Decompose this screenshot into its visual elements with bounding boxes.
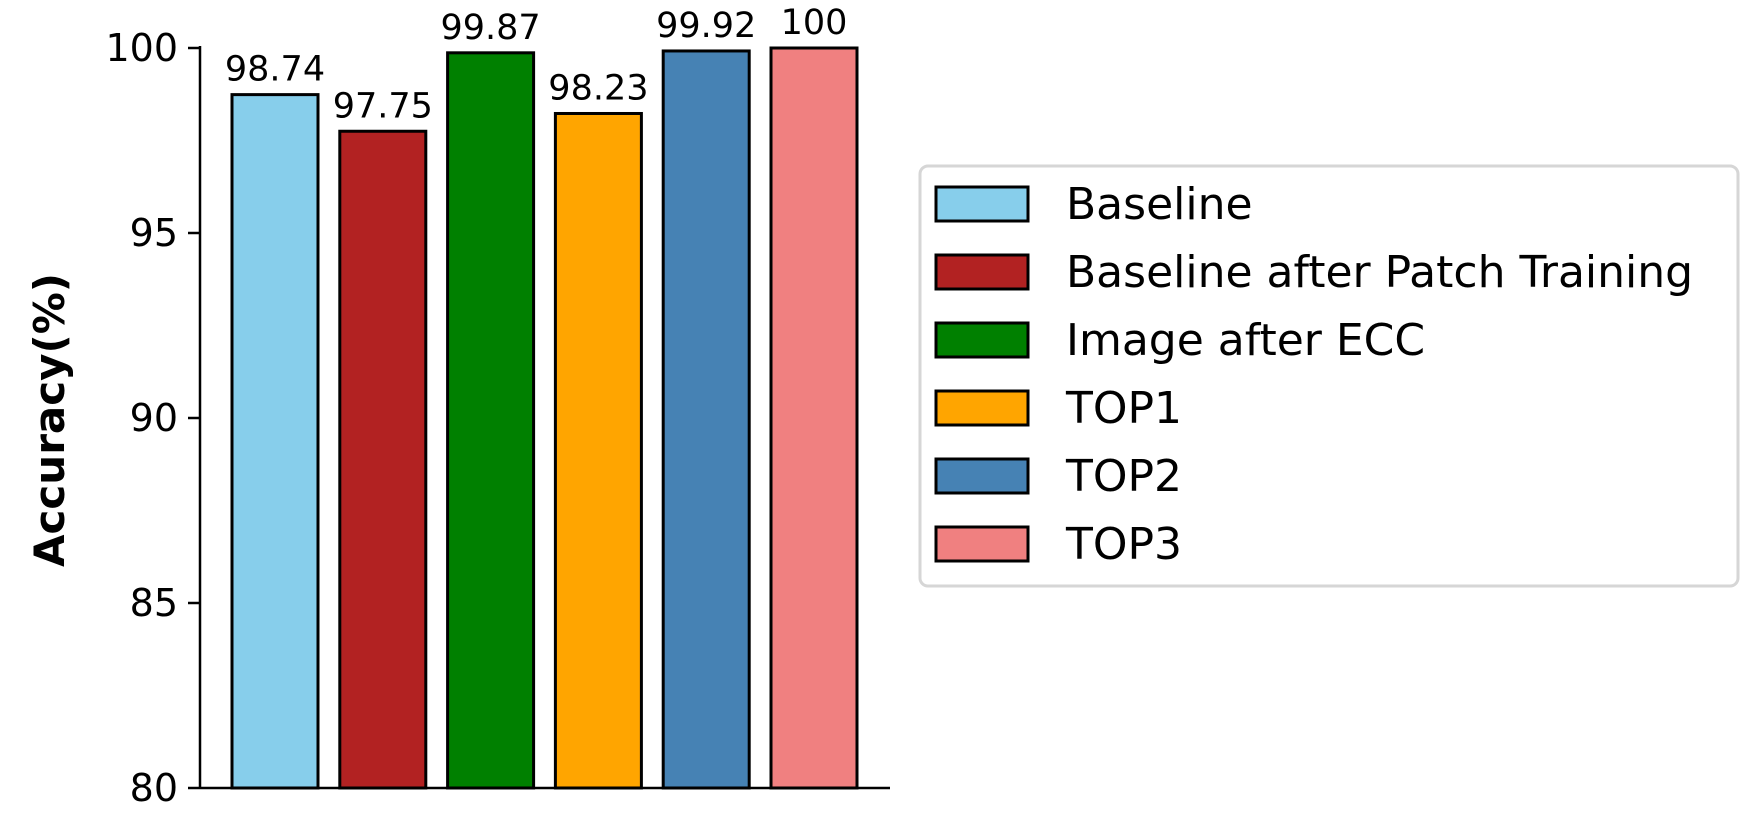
y-tick-label: 100 — [105, 26, 178, 70]
legend-label: Baseline after Patch Training — [1066, 247, 1693, 298]
bar-value-label: 100 — [781, 3, 848, 43]
bar — [338, 129, 428, 790]
bar — [769, 46, 859, 790]
y-tick-label: 80 — [130, 766, 178, 810]
legend: Baseline Baseline after Patch Training Ima… — [918, 164, 1740, 588]
legend-swatch — [934, 321, 1030, 359]
bar-value-label: 99.92 — [656, 6, 756, 46]
legend-label: Image after ECC — [1066, 315, 1425, 366]
y-tick-label: 90 — [130, 396, 178, 440]
bar — [661, 49, 751, 790]
legend-swatch — [934, 185, 1030, 223]
y-axis-label: Accuracy(%) — [25, 273, 74, 567]
legend-frame — [918, 164, 1740, 588]
y-tick-label: 85 — [130, 581, 178, 625]
legend-label: TOP2 — [1065, 451, 1182, 502]
bar-value-label: 98.23 — [548, 68, 648, 108]
legend-swatch — [934, 253, 1030, 291]
legend-swatch — [934, 525, 1030, 563]
legend-label: Baseline — [1066, 179, 1253, 230]
bar — [553, 111, 643, 790]
bar-value-label: 99.87 — [440, 8, 540, 48]
y-tick-label: 95 — [130, 211, 178, 255]
legend-swatch — [934, 389, 1030, 427]
bar-value-label: 97.75 — [333, 86, 433, 126]
legend-swatch — [934, 457, 1030, 495]
legend-label: TOP1 — [1065, 383, 1182, 434]
bar — [230, 93, 320, 790]
legend-label: TOP3 — [1065, 519, 1182, 570]
bar — [446, 51, 536, 790]
bar-value-label: 98.74 — [225, 50, 325, 90]
